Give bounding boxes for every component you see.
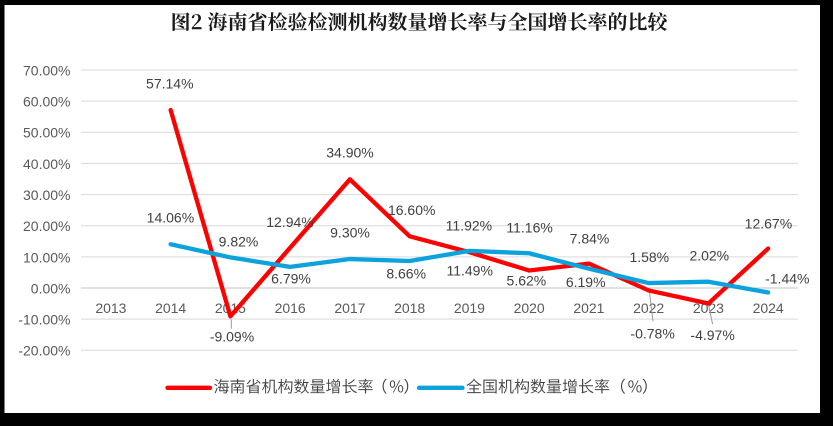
svg-text:30.00%: 30.00% [23, 187, 70, 203]
svg-text:2016: 2016 [275, 300, 306, 316]
svg-text:6.19%: 6.19% [566, 274, 606, 290]
svg-text:2014: 2014 [155, 300, 186, 316]
svg-text:11.92%: 11.92% [446, 217, 492, 233]
svg-text:-9.09%: -9.09% [210, 328, 254, 344]
svg-text:2013: 2013 [95, 300, 126, 316]
svg-text:2022: 2022 [633, 300, 664, 316]
svg-text:6.79%: 6.79% [271, 270, 311, 286]
svg-text:9.82%: 9.82% [219, 234, 259, 250]
svg-text:5.62%: 5.62% [507, 273, 547, 289]
svg-text:1.58%: 1.58% [629, 249, 669, 265]
svg-text:14.06%: 14.06% [147, 210, 194, 226]
svg-text:2019: 2019 [454, 300, 485, 316]
svg-text:-20.00%: -20.00% [18, 343, 70, 359]
svg-text:20.00%: 20.00% [23, 218, 70, 234]
svg-text:-0.78%: -0.78% [630, 325, 674, 341]
svg-text:-1.44%: -1.44% [765, 270, 809, 286]
svg-text:8.66%: 8.66% [386, 265, 426, 281]
svg-text:12.94%: 12.94% [266, 214, 313, 230]
svg-text:2023: 2023 [693, 300, 724, 316]
svg-text:2024: 2024 [753, 300, 784, 316]
svg-text:16.60%: 16.60% [388, 202, 435, 218]
svg-text:9.30%: 9.30% [330, 225, 370, 241]
svg-text:40.00%: 40.00% [23, 156, 70, 172]
svg-text:-10.00%: -10.00% [18, 312, 70, 328]
svg-text:2020: 2020 [514, 300, 545, 316]
svg-text:2021: 2021 [573, 300, 604, 316]
svg-text:11.49%: 11.49% [446, 263, 492, 279]
svg-text:2017: 2017 [334, 300, 365, 316]
svg-text:0.00%: 0.00% [31, 280, 71, 296]
svg-text:70.00%: 70.00% [23, 62, 70, 78]
svg-text:57.14%: 57.14% [146, 76, 193, 92]
svg-text:34.90%: 34.90% [326, 145, 373, 161]
svg-text:60.00%: 60.00% [23, 94, 70, 110]
svg-text:2018: 2018 [394, 300, 425, 316]
svg-text:11.16%: 11.16% [506, 220, 552, 236]
svg-text:-4.97%: -4.97% [690, 327, 734, 343]
svg-text:10.00%: 10.00% [23, 249, 70, 265]
svg-text:2.02%: 2.02% [689, 247, 729, 263]
svg-text:7.84%: 7.84% [570, 230, 610, 246]
svg-text:50.00%: 50.00% [23, 125, 70, 141]
svg-text:12.67%: 12.67% [745, 216, 792, 232]
